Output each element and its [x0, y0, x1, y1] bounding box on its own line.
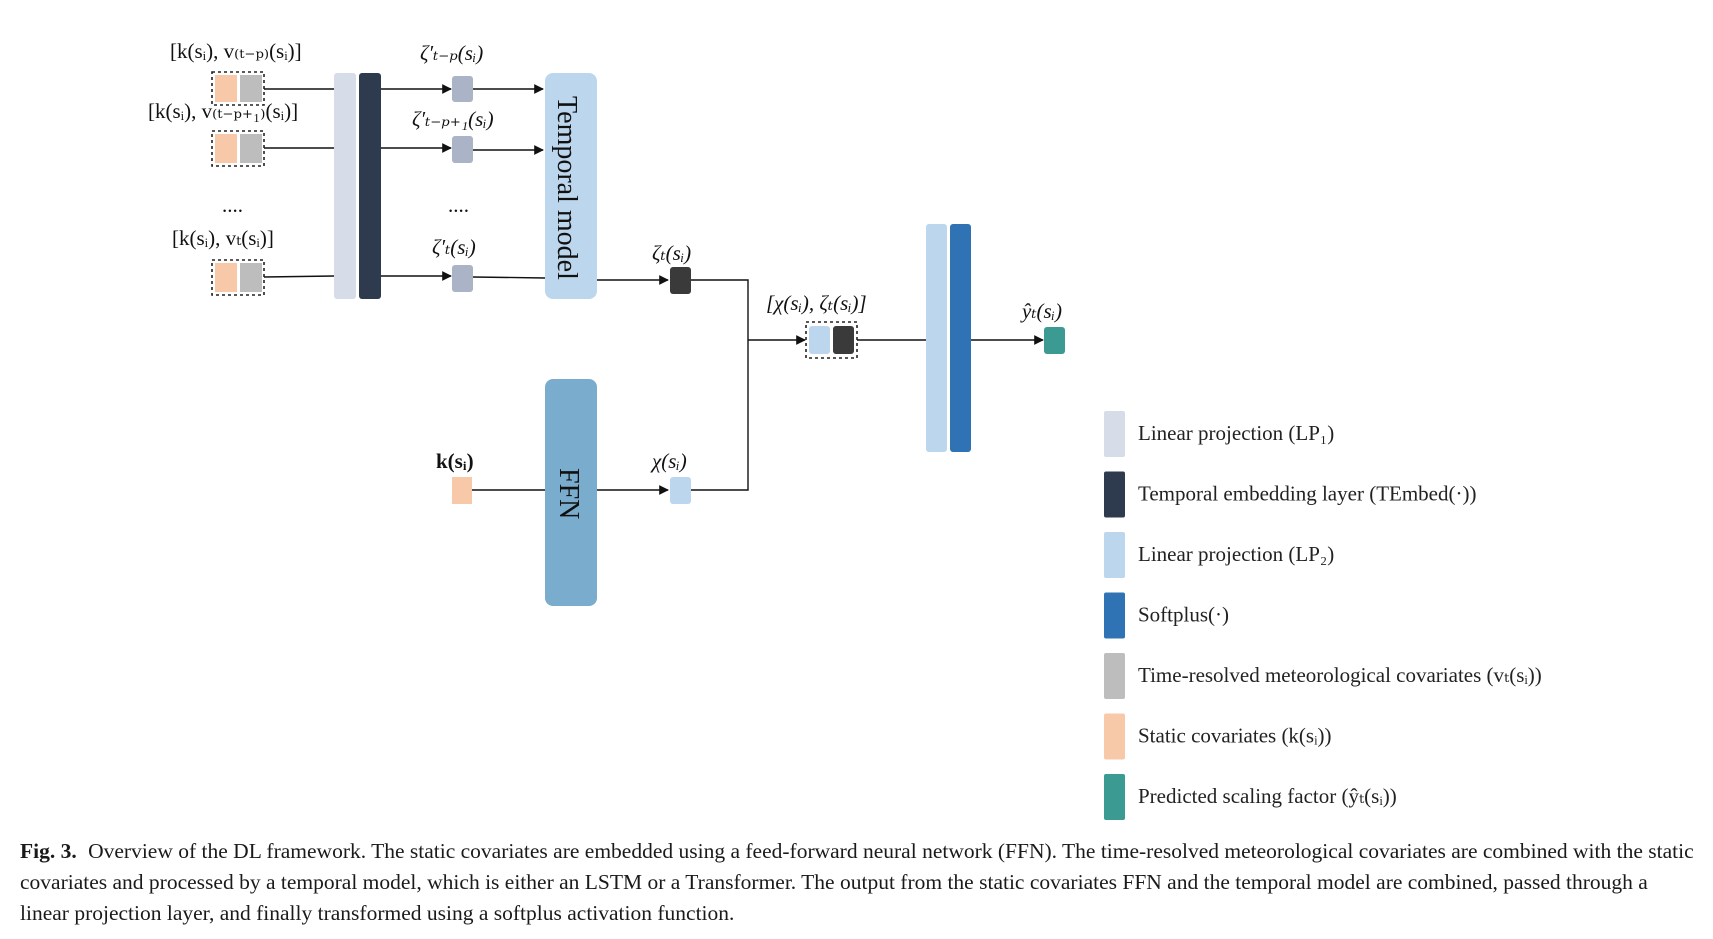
y-hat-label: ŷₜ(sᵢ): [1020, 299, 1062, 323]
legend-swatch-met-cov: [1104, 653, 1125, 699]
legend-label: Static covariates (k(sᵢ)): [1138, 724, 1332, 748]
temporal-model-label: Temporal model: [551, 96, 582, 280]
legend-label: Linear projection (LP₁): [1138, 421, 1334, 445]
legend-item: Time-resolved meteorological covariates …: [1104, 653, 1542, 699]
zeta-t-box: [670, 267, 691, 294]
legend-swatch-static-cov: [1104, 713, 1125, 760]
ffn-block: [545, 379, 597, 606]
embedding-label-2: ζ′ₜ₋ₚ₊₁(sᵢ): [412, 107, 494, 131]
legend-item: Softplus(·): [1104, 592, 1229, 639]
static-input-label: k(sᵢ): [436, 449, 474, 473]
legend-label: Softplus(·): [1138, 603, 1229, 627]
legend-swatch-softplus: [1104, 592, 1125, 639]
legend-item: Temporal embedding layer (TEmbed(·)): [1104, 471, 1476, 518]
static-input-box: [452, 477, 472, 504]
static-cov-swatch: [215, 263, 237, 292]
legend-label: Predicted scaling factor (ŷₜ(sᵢ)): [1138, 784, 1397, 808]
softplus-bar: [950, 224, 971, 452]
legend-label: Time-resolved meteorological covariates …: [1138, 663, 1542, 687]
legend-swatch-tembed: [1104, 471, 1125, 518]
lp1-bar: [334, 73, 356, 299]
embedding-label-1: ζ′ₜ₋ₚ(sᵢ): [420, 41, 483, 65]
legend-item: Static covariates (k(sᵢ)): [1104, 713, 1332, 760]
legend-swatch-lp2: [1104, 532, 1125, 578]
input-label-row3: [k(sᵢ), vₜ(sᵢ)]: [172, 226, 274, 250]
zeta-t-label: ζₜ(sᵢ): [652, 241, 691, 265]
y-hat-box: [1044, 327, 1065, 354]
input-label-row2: [k(sᵢ), v₍ₜ₋ₚ₊₁₎(sᵢ)]: [148, 99, 298, 123]
met-cov-swatch: [240, 134, 262, 163]
embedding-label-3: ζ′ₜ(sᵢ): [432, 235, 476, 259]
embedding-2: [452, 136, 473, 163]
lp2-bar: [926, 224, 947, 452]
legend-item: Predicted scaling factor (ŷₜ(sᵢ)): [1104, 774, 1397, 820]
static-cov-swatch: [215, 134, 237, 163]
legend-label: Temporal embedding layer (TEmbed(·)): [1138, 482, 1476, 506]
legend-item: Linear projection (LP₂): [1104, 532, 1334, 578]
chi-label: χ(sᵢ): [650, 449, 687, 473]
concat-pair: [805, 321, 858, 359]
figure-caption: Fig. 3. Overview of the DL framework. Th…: [20, 836, 1700, 929]
met-cov-swatch: [240, 263, 262, 292]
input-pair-row3: [211, 259, 265, 296]
legend-label: Linear projection (LP₂): [1138, 542, 1334, 566]
legend-swatch-lp1: [1104, 411, 1125, 457]
legend-swatch-pred: [1104, 774, 1125, 820]
legend-item: Linear projection (LP₁): [1104, 411, 1334, 457]
static-cov-swatch: [215, 75, 237, 102]
caption-text: Overview of the DL framework. The static…: [20, 839, 1694, 925]
figure-number: Fig. 3.: [20, 839, 77, 863]
input-label-row1: [k(sᵢ), v₍ₜ₋ₚ₎(sᵢ)]: [170, 39, 302, 63]
ffn-label: FFN: [553, 468, 584, 519]
embedding-1: [452, 76, 473, 102]
chi-box: [670, 477, 691, 504]
embedding-dots: ....: [448, 193, 469, 217]
legend: Linear projection (LP₁) Temporal embeddin…: [1104, 411, 1542, 820]
concat-label: [χ(sᵢ), ζₜ(sᵢ)]: [766, 291, 867, 315]
input-dots: ....: [222, 193, 243, 217]
input-pair-row1: [211, 71, 265, 106]
temporal-model-block: [545, 73, 597, 299]
input-pair-row2: [211, 130, 265, 167]
embedding-3: [452, 265, 473, 292]
tembed-bar: [359, 73, 381, 299]
met-cov-swatch: [240, 75, 262, 102]
